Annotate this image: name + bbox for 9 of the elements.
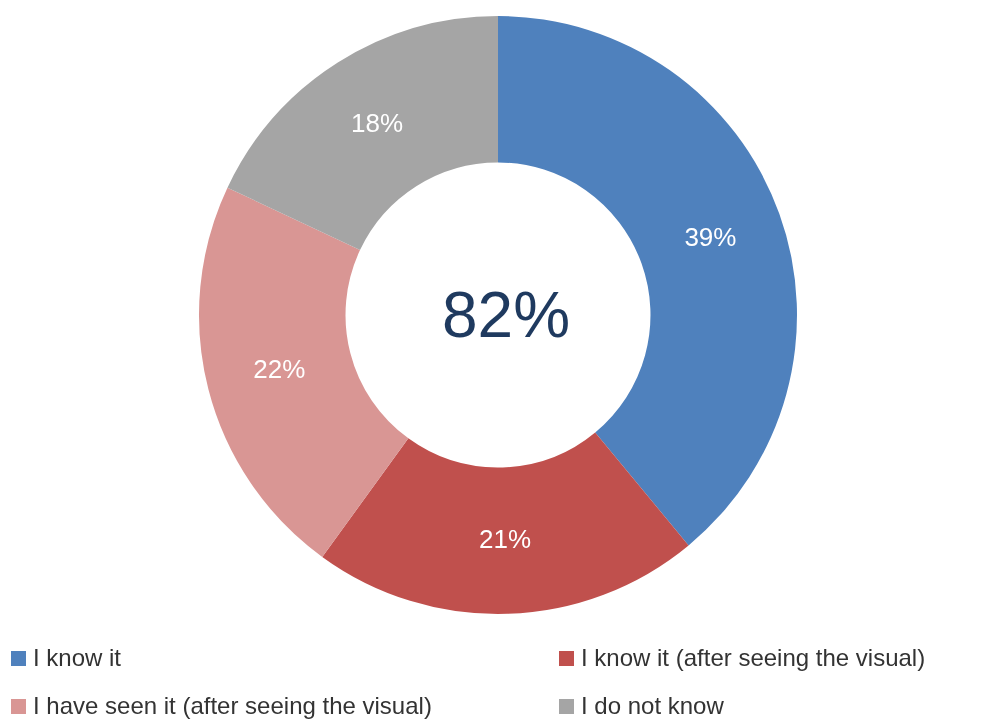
legend-label: I know it: [33, 644, 122, 672]
data-label: 18%: [351, 107, 404, 138]
legend-label: I know it (after seeing the visual): [581, 644, 926, 672]
data-label: 21%: [479, 523, 532, 554]
text: 82%: [441, 278, 571, 351]
legend-label: I do not know: [581, 692, 724, 720]
data-label: 22%: [253, 354, 306, 385]
data-label: 39%: [684, 221, 737, 252]
legend-label: I have seen it (after seeing the visual): [33, 692, 432, 720]
